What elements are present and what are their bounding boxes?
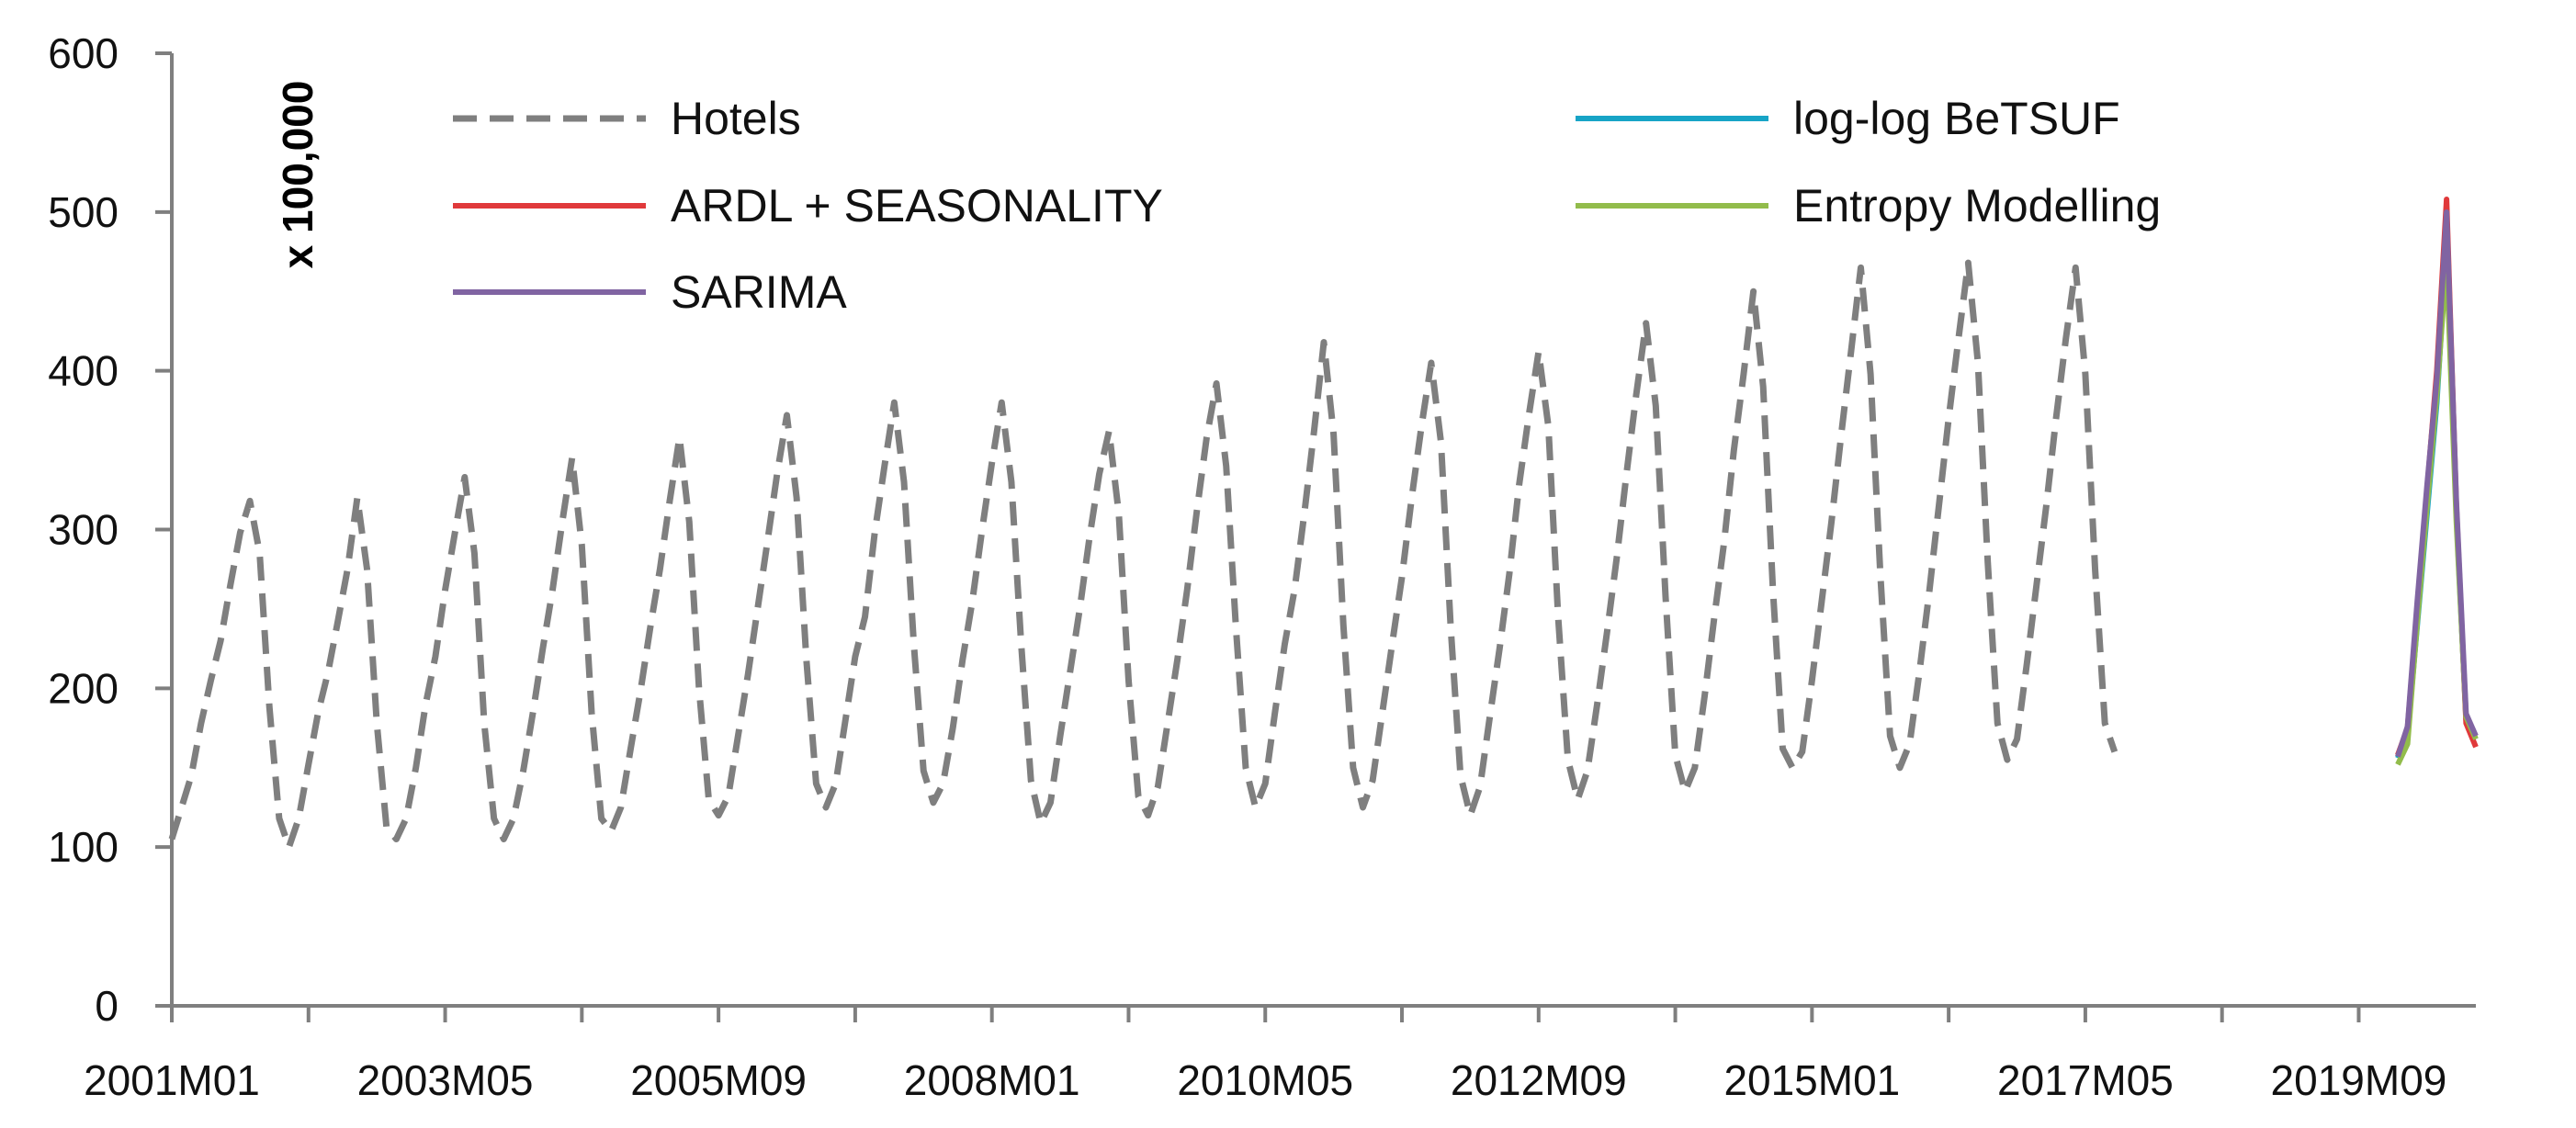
x-tick-label-2015M01: 2015M01: [1723, 1056, 1900, 1104]
legend-item-ardl-seasonality: ARDL + SEASONALITY: [453, 180, 1163, 231]
x-tick-label-2008M01: 2008M01: [904, 1056, 1080, 1104]
legend: Hotels ARDL + SEASONALITY SARIMA log-log…: [453, 93, 2161, 318]
legend-item-log-log-betsuf: log-log BeTSUF: [1576, 93, 2120, 144]
y-tick-label-300: 300: [48, 506, 119, 554]
y-tick-label-0: 0: [95, 982, 119, 1030]
x-tick-label-2003M05: 2003M05: [357, 1056, 534, 1104]
legend-label-log-log-betsuf: log-log BeTSUF: [1793, 93, 2120, 144]
legend-label-sarima: SARIMA: [671, 266, 847, 318]
y-tick-label-400: 400: [48, 347, 119, 395]
axes-layer: 0 100 200 300 400 500 600 2001M01 2003M05 2005M09…: [48, 29, 2476, 1104]
legend-item-sarima: SARIMA: [453, 266, 847, 318]
x-tick-label-2005M09: 2005M09: [630, 1056, 807, 1104]
y-tick-label-200: 200: [48, 664, 119, 712]
y-tick-label-500: 500: [48, 188, 119, 236]
y-unit-label: x 100,000: [274, 81, 322, 269]
series-line-sarima: [2395, 209, 2479, 758]
legend-label-entropy-modelling: Entropy Modelling: [1793, 180, 2161, 231]
x-tick-label-2019M09: 2019M09: [2271, 1056, 2447, 1104]
y-tick-label-100: 100: [48, 823, 119, 871]
x-tick-label-2001M01: 2001M01: [84, 1056, 260, 1104]
legend-label-ardl-seasonality: ARDL + SEASONALITY: [671, 180, 1163, 231]
legend-label-hotels: Hotels: [671, 93, 801, 144]
series-line-hotels: [168, 259, 2118, 851]
series-layer: [168, 197, 2479, 851]
x-tick-label-2017M05: 2017M05: [1997, 1056, 2174, 1104]
y-tick-label-600: 600: [48, 29, 119, 77]
legend-item-entropy-modelling: Entropy Modelling: [1576, 180, 2161, 231]
x-tick-label-2012M09: 2012M09: [1451, 1056, 1627, 1104]
x-tick-label-2010M05: 2010M05: [1177, 1056, 1353, 1104]
legend-item-hotels: Hotels: [453, 93, 801, 144]
